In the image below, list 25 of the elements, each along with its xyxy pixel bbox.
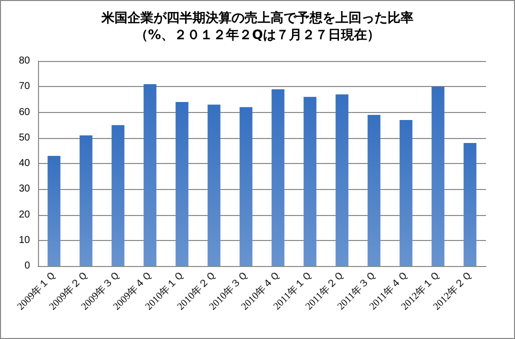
bar bbox=[240, 107, 252, 266]
y-tick-label: 40 bbox=[18, 158, 30, 169]
bar bbox=[144, 84, 156, 266]
bar bbox=[48, 156, 60, 266]
bar bbox=[336, 94, 348, 266]
bar bbox=[112, 125, 124, 266]
y-tick-label: 10 bbox=[18, 234, 30, 246]
chart-subtitle: （%、２０１２年２Qは７月２７日現在） bbox=[134, 28, 380, 43]
y-tick-label: 70 bbox=[18, 81, 30, 92]
bar bbox=[368, 114, 380, 266]
bar bbox=[176, 102, 188, 266]
y-tick-label: 80 bbox=[18, 56, 30, 66]
bar bbox=[80, 135, 92, 266]
bar bbox=[208, 104, 220, 266]
bar bbox=[400, 120, 412, 266]
bar bbox=[432, 86, 444, 266]
y-tick-label: 20 bbox=[18, 209, 30, 220]
bar bbox=[304, 96, 316, 266]
y-tick-label: 30 bbox=[18, 184, 30, 195]
bar bbox=[272, 89, 284, 266]
y-tick-label: 0 bbox=[24, 260, 30, 272]
chart-title: 米国企業が四半期決算の売上高で予想を上回った比率 bbox=[100, 10, 414, 26]
bar bbox=[464, 143, 476, 266]
y-tick-label: 50 bbox=[18, 132, 30, 144]
y-tick-label: 60 bbox=[18, 106, 30, 118]
